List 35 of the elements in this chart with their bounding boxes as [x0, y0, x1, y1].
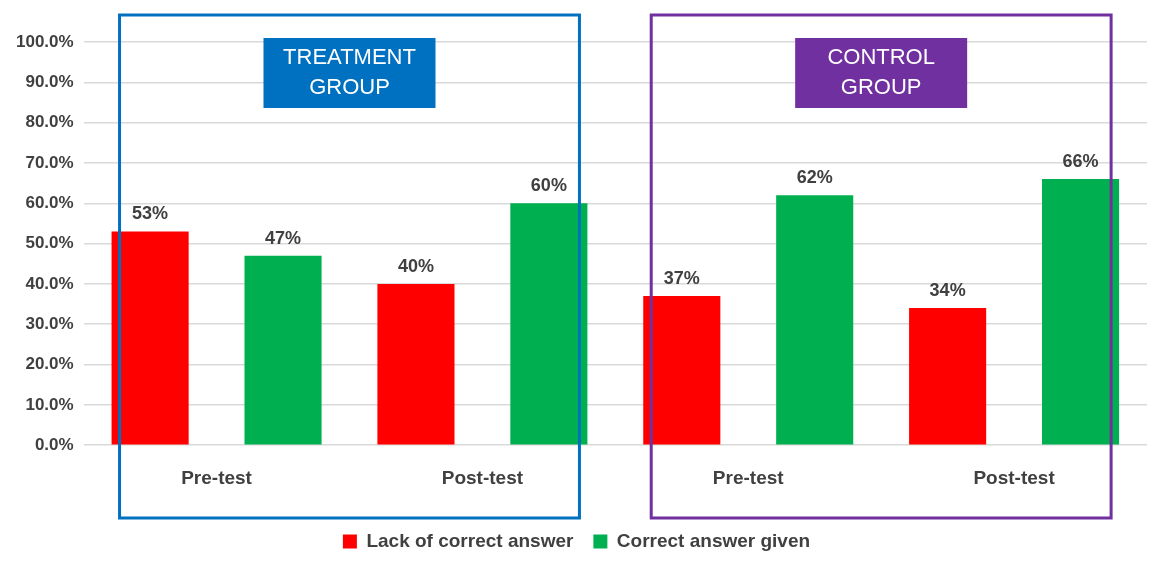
bar	[909, 308, 987, 445]
y-tick-label: 40.0%	[25, 273, 74, 293]
y-tick-label: 30.0%	[25, 313, 74, 333]
y-tick-label: 100.0%	[15, 31, 74, 51]
annotation: CONTROL GROUP	[827, 44, 935, 100]
data-label: 66%	[1062, 151, 1099, 172]
data-label: 40%	[397, 255, 434, 276]
y-tick-label: 60.0%	[25, 192, 74, 212]
y-tick-label: 80.0%	[25, 112, 74, 132]
legend-label: Correct answer given	[616, 529, 811, 551]
bar	[510, 203, 588, 445]
y-tick-label: 70.0%	[25, 152, 74, 172]
bar	[643, 296, 721, 445]
bar	[776, 195, 854, 445]
y-tick-label: 0.0%	[34, 434, 74, 454]
x-tick-label: Pre-test	[181, 466, 253, 488]
data-label: 37%	[663, 267, 700, 288]
data-label: 47%	[265, 227, 302, 248]
y-tick-label: 90.0%	[25, 72, 74, 92]
x-tick-label: Post-test	[441, 466, 524, 488]
data-label: 62%	[796, 167, 833, 188]
legend-label: Lack of correct answer	[366, 529, 574, 551]
annotation: TREATMENT GROUP	[283, 44, 416, 100]
y-tick-label: 50.0%	[25, 233, 74, 253]
data-label: 34%	[929, 280, 966, 301]
x-tick-label: Post-test	[973, 466, 1056, 488]
bar	[244, 255, 322, 445]
bar	[1041, 179, 1120, 445]
x-tick-label: Pre-test	[712, 466, 785, 488]
bar	[377, 283, 455, 445]
y-tick-label: 10.0%	[25, 394, 74, 414]
data-label: 53%	[132, 203, 169, 224]
y-tick-label: 20.0%	[25, 354, 74, 374]
bar	[111, 231, 189, 445]
data-label: 60%	[530, 175, 567, 196]
